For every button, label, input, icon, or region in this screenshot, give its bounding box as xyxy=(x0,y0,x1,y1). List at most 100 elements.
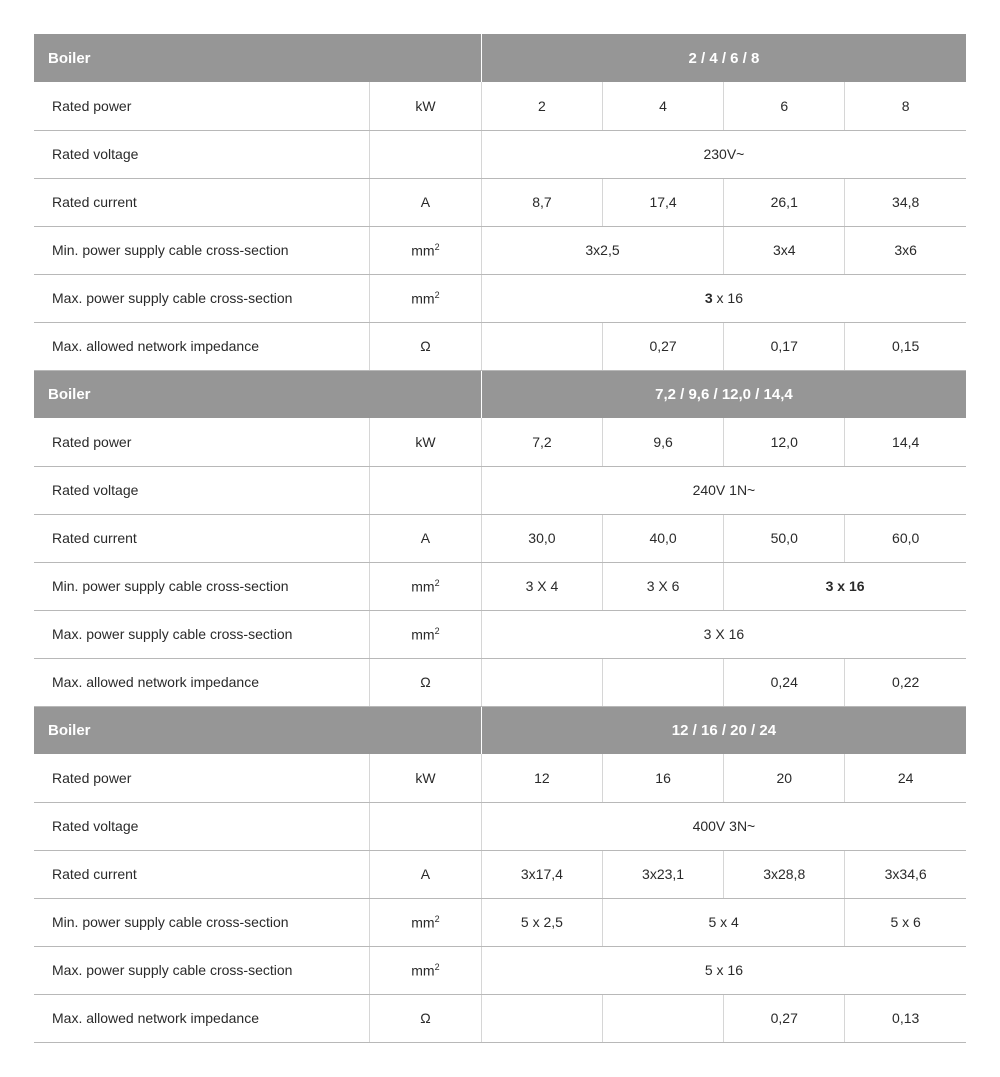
row-label: Rated voltage xyxy=(34,466,370,514)
row-unit: mm2 xyxy=(370,610,482,658)
row-value: 9,6 xyxy=(603,418,724,466)
row-value: 26,1 xyxy=(724,178,845,226)
section-header: Boiler7,2 / 9,6 / 12,0 / 14,4 xyxy=(34,370,966,418)
section-title-right: 7,2 / 9,6 / 12,0 / 14,4 xyxy=(481,370,966,418)
row-value xyxy=(603,994,724,1042)
row-label: Rated voltage xyxy=(34,802,370,850)
table-row: Rated voltage 230V~ xyxy=(34,130,966,178)
table-row: Max. power supply cable cross-sectionmm2… xyxy=(34,274,966,322)
row-value: 16 xyxy=(603,754,724,802)
row-unit: A xyxy=(370,514,482,562)
table-row: Rated currentA8,717,426,134,8 xyxy=(34,178,966,226)
row-value: 3x6 xyxy=(845,226,966,274)
row-label: Max. power supply cable cross-section xyxy=(34,274,370,322)
row-label: Min. power supply cable cross-section xyxy=(34,226,370,274)
row-value: 400V 3N~ xyxy=(481,802,966,850)
row-unit: mm2 xyxy=(370,946,482,994)
row-value: 2 xyxy=(481,82,602,130)
row-unit: mm2 xyxy=(370,274,482,322)
row-unit: kW xyxy=(370,418,482,466)
row-label: Rated current xyxy=(34,514,370,562)
row-value: 0,17 xyxy=(724,322,845,370)
row-label: Max. allowed network impedance xyxy=(34,658,370,706)
row-value: 34,8 xyxy=(845,178,966,226)
row-value: 3 x 16 xyxy=(481,274,966,322)
row-value: 3 x 16 xyxy=(724,562,966,610)
row-value: 0,24 xyxy=(724,658,845,706)
row-value: 3x34,6 xyxy=(845,850,966,898)
row-unit: mm2 xyxy=(370,898,482,946)
section-title-right: 2 / 4 / 6 / 8 xyxy=(481,34,966,82)
row-label: Rated current xyxy=(34,178,370,226)
row-value: 40,0 xyxy=(603,514,724,562)
row-value xyxy=(603,658,724,706)
row-label: Rated voltage xyxy=(34,130,370,178)
row-label: Max. allowed network impedance xyxy=(34,322,370,370)
row-value: 4 xyxy=(603,82,724,130)
row-value: 60,0 xyxy=(845,514,966,562)
table-row: Min. power supply cable cross-sectionmm2… xyxy=(34,562,966,610)
row-value xyxy=(481,322,602,370)
row-unit: Ω xyxy=(370,658,482,706)
section-header: Boiler12 / 16 / 20 / 24 xyxy=(34,706,966,754)
row-value: 6 xyxy=(724,82,845,130)
row-value: 30,0 xyxy=(481,514,602,562)
row-value: 8 xyxy=(845,82,966,130)
row-unit xyxy=(370,130,482,178)
row-value: 8,7 xyxy=(481,178,602,226)
row-value: 240V 1N~ xyxy=(481,466,966,514)
section-title-right: 12 / 16 / 20 / 24 xyxy=(481,706,966,754)
row-value: 230V~ xyxy=(481,130,966,178)
row-unit: A xyxy=(370,850,482,898)
row-label: Rated power xyxy=(34,82,370,130)
section-title-left: Boiler xyxy=(34,370,481,418)
section-title-left: Boiler xyxy=(34,706,481,754)
row-label: Min. power supply cable cross-section xyxy=(34,898,370,946)
table-row: Max. power supply cable cross-sectionmm2… xyxy=(34,610,966,658)
row-value: 5 x 2,5 xyxy=(481,898,602,946)
row-unit: Ω xyxy=(370,322,482,370)
row-value: 0,15 xyxy=(845,322,966,370)
table-row: Rated voltage 400V 3N~ xyxy=(34,802,966,850)
row-value: 12 xyxy=(481,754,602,802)
row-value: 3 X 4 xyxy=(481,562,602,610)
row-unit xyxy=(370,466,482,514)
row-value: 0,27 xyxy=(724,994,845,1042)
table-row: Max. allowed network impedanceΩ 0,240,22 xyxy=(34,658,966,706)
row-value: 3x4 xyxy=(724,226,845,274)
row-value xyxy=(481,994,602,1042)
row-unit: kW xyxy=(370,754,482,802)
row-unit: mm2 xyxy=(370,562,482,610)
row-value: 20 xyxy=(724,754,845,802)
row-value: 3x2,5 xyxy=(481,226,723,274)
row-unit: kW xyxy=(370,82,482,130)
row-unit: mm2 xyxy=(370,226,482,274)
table-row: Min. power supply cable cross-sectionmm2… xyxy=(34,898,966,946)
table-row: Max. allowed network impedanceΩ0,270,13 xyxy=(34,994,966,1042)
row-value: 3x23,1 xyxy=(603,850,724,898)
section-title-left: Boiler xyxy=(34,34,481,82)
row-label: Rated power xyxy=(34,418,370,466)
section-header: Boiler2 / 4 / 6 / 8 xyxy=(34,34,966,82)
row-value: 5 x 4 xyxy=(603,898,845,946)
row-unit: A xyxy=(370,178,482,226)
row-value: 0,22 xyxy=(845,658,966,706)
row-value: 5 x 16 xyxy=(481,946,966,994)
table-row: Max. allowed network impedanceΩ 0,270,170… xyxy=(34,322,966,370)
row-label: Max. allowed network impedance xyxy=(34,994,370,1042)
row-value: 3x17,4 xyxy=(481,850,602,898)
row-value: 0,27 xyxy=(603,322,724,370)
boiler-spec-table: Boiler2 / 4 / 6 / 8Rated powerkW2468Rate… xyxy=(34,34,966,1043)
row-value: 3 X 6 xyxy=(603,562,724,610)
row-value: 50,0 xyxy=(724,514,845,562)
table-row: Min. power supply cable cross-sectionmm2… xyxy=(34,226,966,274)
row-unit: Ω xyxy=(370,994,482,1042)
row-value: 3x28,8 xyxy=(724,850,845,898)
table-row: Rated powerkW12162024 xyxy=(34,754,966,802)
row-label: Rated power xyxy=(34,754,370,802)
table-row: Rated currentA30,040,050,060,0 xyxy=(34,514,966,562)
table-row: Rated powerkW7,29,612,014,4 xyxy=(34,418,966,466)
row-label: Rated current xyxy=(34,850,370,898)
row-label: Min. power supply cable cross-section xyxy=(34,562,370,610)
row-unit xyxy=(370,802,482,850)
